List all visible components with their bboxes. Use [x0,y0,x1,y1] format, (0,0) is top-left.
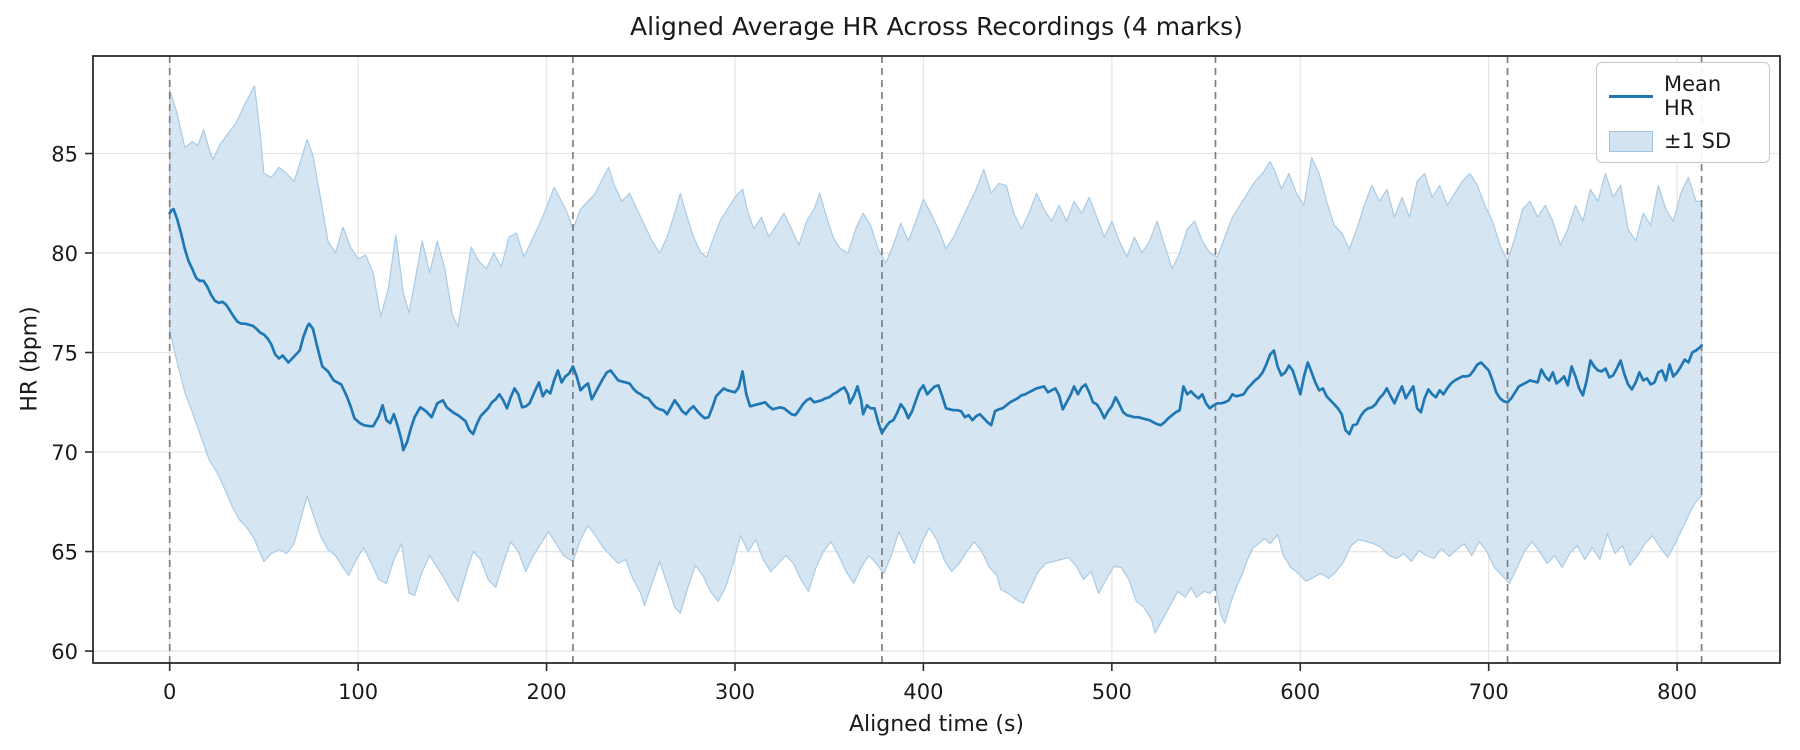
svg-text:0: 0 [163,680,176,704]
svg-text:80: 80 [51,242,78,266]
svg-text:70: 70 [51,441,78,465]
svg-text:800: 800 [1657,680,1697,704]
svg-text:60: 60 [51,640,78,664]
chart-title: Aligned Average HR Across Recordings (4 … [630,12,1243,41]
svg-text:75: 75 [51,342,78,366]
sd-band [169,85,1703,634]
svg-text:400: 400 [903,680,943,704]
svg-text:85: 85 [51,143,78,167]
y-axis-ticks: 60 65 70 75 80 85 [51,143,93,664]
svg-text:700: 700 [1469,680,1509,704]
legend-item-mean-hr: Mean HR [1609,72,1757,120]
sd-band-swatch-icon [1609,130,1653,152]
svg-text:600: 600 [1280,680,1320,704]
svg-text:100: 100 [338,680,378,704]
mean-hr-line [168,207,1703,452]
svg-text:65: 65 [51,541,78,565]
x-axis-ticks: 0 100 200 300 400 500 600 700 800 [163,663,1697,704]
x-axis-label: Aligned time (s) [848,712,1024,737]
y-axis-label: HR (bpm) [17,306,43,412]
svg-text:300: 300 [715,680,755,704]
legend-label: Mean HR [1664,72,1722,120]
mean-line-swatch-icon [1609,94,1653,98]
svg-text:500: 500 [1092,680,1132,704]
legend-item-sd-band: ±1 SD [1609,129,1757,153]
svg-text:200: 200 [527,680,567,704]
axes-spines [92,55,1781,664]
legend: Mean HR ±1 SD [1596,62,1770,163]
legend-label: ±1 SD [1664,129,1732,153]
